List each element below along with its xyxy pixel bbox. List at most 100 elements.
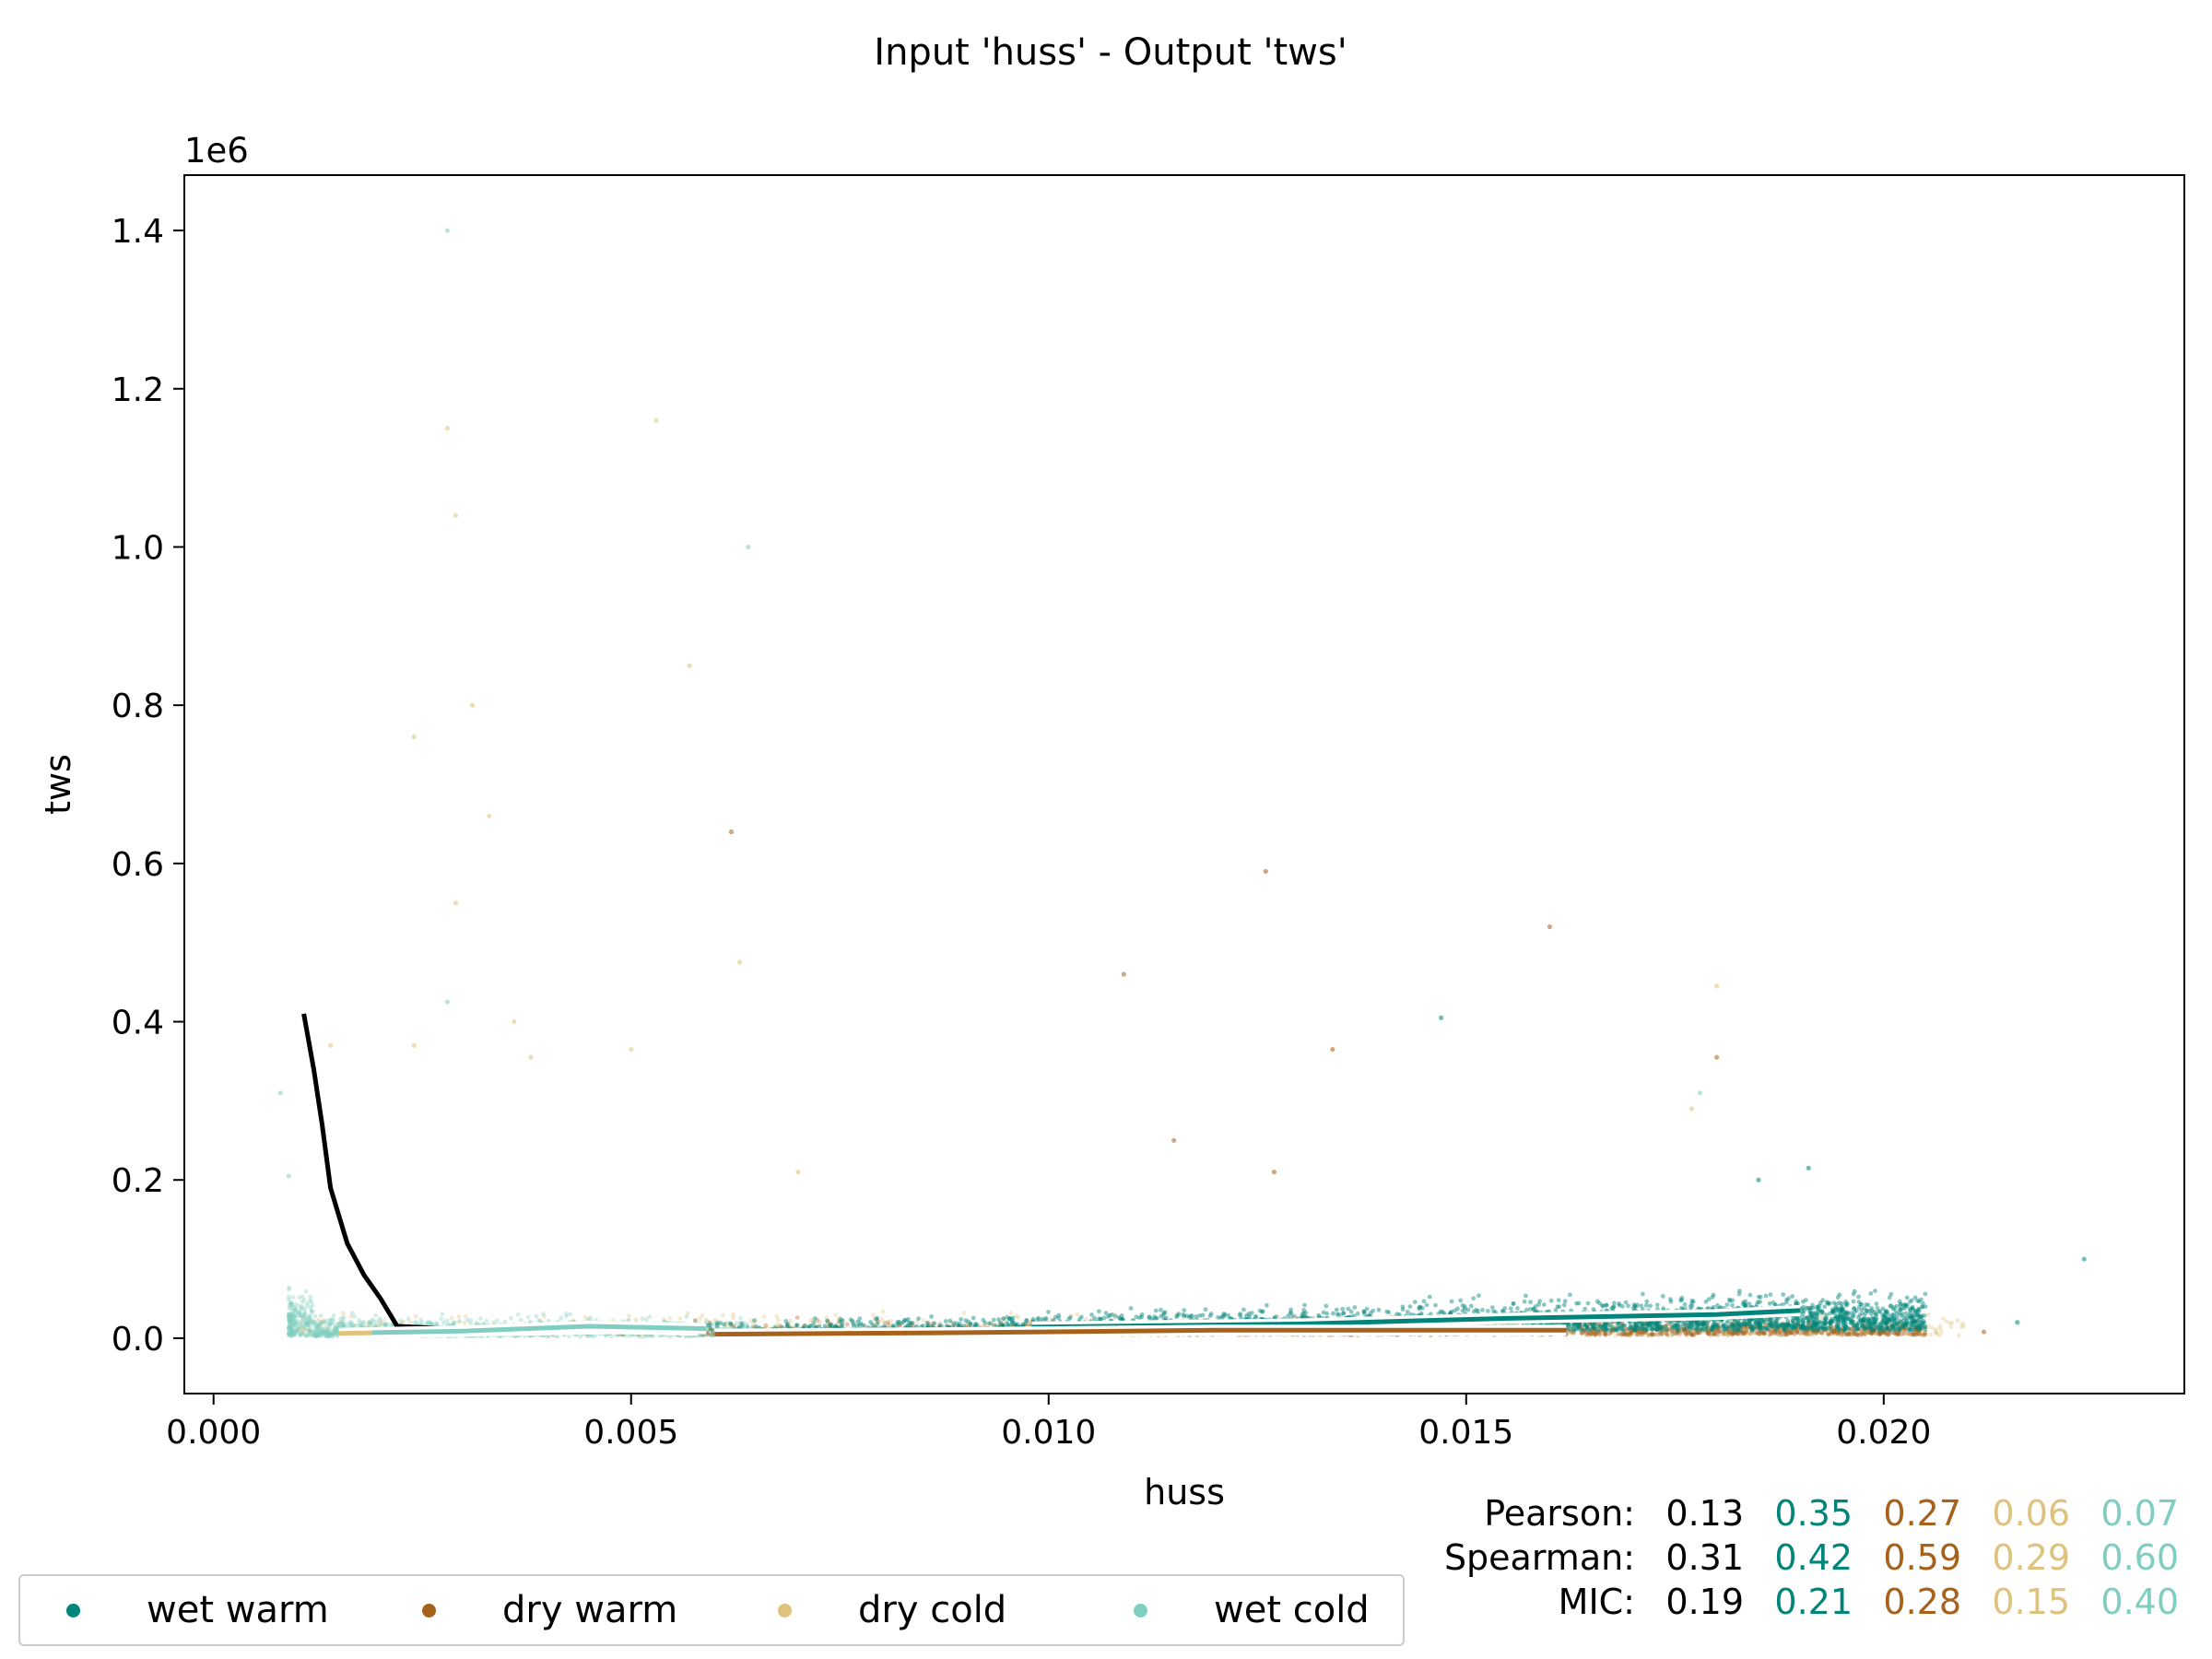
scatter-point: [465, 1318, 470, 1323]
scatter-point: [640, 1316, 645, 1322]
scatter-point: [1701, 1325, 1707, 1331]
scatter-point: [305, 1323, 311, 1327]
scatter-point: [1339, 1313, 1344, 1319]
scatter-point: [1658, 1330, 1663, 1335]
scatter-point: [585, 1334, 590, 1339]
scatter-point: [1900, 1326, 1905, 1332]
scatter-point: [337, 1321, 342, 1326]
scatter-point: [1809, 1327, 1815, 1333]
scatter-point: [1869, 1327, 1875, 1332]
scatter-point: [1875, 1305, 1880, 1311]
scatter-point: [1602, 1328, 1607, 1334]
scatter-point: [685, 1311, 690, 1316]
scatter-point: [311, 1321, 316, 1325]
scatter-point: [445, 1322, 450, 1327]
scatter-point: [323, 1321, 327, 1325]
scatter-point: [1851, 1323, 1856, 1328]
scatter-point: [774, 1313, 780, 1319]
scatter-point: [1761, 1323, 1767, 1328]
scatter-point: [1836, 1322, 1841, 1327]
scatter-point: [368, 1321, 373, 1326]
scatter-point: [1877, 1330, 1883, 1335]
scatter-point: [1746, 1332, 1750, 1337]
scatter-point: [698, 1316, 702, 1322]
scatter-point: [330, 1332, 335, 1337]
scatter-point: [331, 1333, 336, 1338]
scatter-point: [518, 1317, 524, 1323]
scatter-point: [1916, 1331, 1922, 1336]
scatter-point: [1939, 1330, 1944, 1335]
scatter-point: [1923, 1332, 1928, 1337]
scatter-point: [706, 1332, 712, 1337]
scatter-point: [1879, 1331, 1885, 1336]
scatter-point: [897, 1323, 901, 1327]
scatter-point: [287, 1294, 291, 1300]
scatter-point: [295, 1329, 300, 1335]
scatter-point: [1784, 1330, 1789, 1335]
scatter-point: [788, 1318, 794, 1324]
scatter-point: [1933, 1329, 1938, 1335]
scatter-point: [292, 1331, 298, 1335]
scatter-point: [981, 1317, 986, 1323]
scatter-point: [323, 1333, 328, 1338]
scatter-point: [852, 1319, 857, 1324]
scatter-point: [1589, 1331, 1594, 1336]
scatter-point: [348, 1320, 353, 1325]
scatter-point: [727, 1321, 733, 1325]
scatter-point: [288, 1329, 294, 1334]
scatter-point: [1775, 1327, 1781, 1332]
scatter-point: [318, 1321, 324, 1325]
scatter-point: [1598, 1328, 1603, 1334]
scatter-point: [542, 1314, 547, 1319]
scatter-point: [293, 1310, 299, 1315]
scatter-point: [288, 1327, 293, 1332]
scatter-point: [710, 1327, 715, 1333]
scatter-point: [1706, 1297, 1712, 1301]
scatter-point: [319, 1319, 324, 1324]
scatter-point: [320, 1326, 324, 1332]
scatter-point: [706, 1326, 712, 1332]
scatter-point: [319, 1330, 324, 1335]
scatter-point: [1669, 1328, 1675, 1333]
scatter-point: [1644, 1329, 1649, 1334]
scatter-point: [388, 1322, 394, 1327]
scatter-point: [808, 1318, 813, 1324]
scatter-point: [292, 1320, 298, 1324]
scatter-point: [807, 1324, 813, 1329]
scatter-point: [1685, 1324, 1690, 1329]
scatter-point: [334, 1329, 339, 1335]
scatter-point: [1606, 1331, 1612, 1336]
scatter-point: [754, 1324, 759, 1329]
scatter-point: [1593, 1332, 1597, 1337]
scatter-point: [332, 1327, 336, 1333]
scatter-point: [564, 1311, 569, 1316]
scatter-point: [305, 1300, 311, 1306]
scatter-point: [309, 1320, 313, 1324]
scatter-point: [312, 1320, 317, 1325]
scatter-point: [1709, 1330, 1714, 1335]
scatter-point: [1793, 1331, 1798, 1336]
scatter-point: [291, 1314, 297, 1320]
scatter-point: [297, 1332, 302, 1337]
scatter-point: [449, 1315, 454, 1321]
scatter-point: [1878, 1322, 1884, 1327]
scatter-point: [334, 1324, 338, 1330]
scatter-point: [291, 1312, 297, 1317]
scatter-point: [381, 1319, 386, 1324]
scatter-point: [1850, 1332, 1855, 1337]
scatter-point: [1852, 1319, 1856, 1324]
scatter-point: [291, 1319, 297, 1324]
scatter-point: [1926, 1324, 1931, 1329]
scatter-point: [302, 1312, 307, 1317]
scatter-point: [288, 1332, 293, 1337]
scatter-point: [1631, 1330, 1637, 1335]
scatter-point: [1794, 1325, 1799, 1330]
scatter-point: [300, 1329, 305, 1335]
scatter-point: [288, 1323, 294, 1328]
scatter-point: [1885, 1327, 1890, 1332]
scatter-point: [288, 1317, 292, 1323]
scatter-point: [310, 1302, 315, 1308]
scatter-point: [525, 1314, 531, 1320]
scatter-point: [292, 1305, 298, 1311]
scatter-point: [359, 1324, 364, 1328]
